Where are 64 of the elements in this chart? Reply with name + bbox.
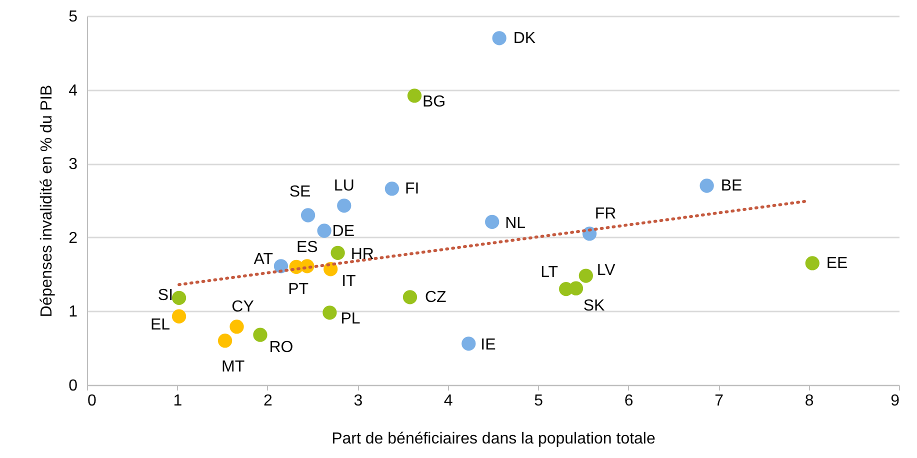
point bbox=[317, 224, 332, 238]
annotation: IT bbox=[342, 273, 356, 290]
point bbox=[568, 281, 584, 296]
annotation: PT bbox=[288, 280, 309, 298]
point bbox=[492, 31, 506, 46]
annotation: MT bbox=[221, 358, 245, 376]
point bbox=[218, 334, 232, 348]
annotation: DK bbox=[513, 30, 536, 48]
x-tick-label: 6 bbox=[624, 392, 634, 410]
y-tick-label: 1 bbox=[68, 304, 78, 321]
annotation: AT bbox=[254, 251, 274, 268]
y-axis-title: Dépenses invalidité en % du PIB bbox=[38, 84, 56, 318]
annotation: CZ bbox=[424, 289, 447, 306]
x-tick-label: 9 bbox=[890, 392, 900, 410]
annotation: NL bbox=[505, 214, 526, 232]
annotation: LV bbox=[596, 262, 616, 279]
point bbox=[700, 178, 714, 193]
y-tick-label: 5 bbox=[68, 8, 78, 26]
y-tick-label: 2 bbox=[68, 230, 78, 247]
point bbox=[384, 182, 400, 196]
annotation: EE bbox=[826, 255, 848, 272]
point bbox=[337, 198, 352, 213]
x-tick-label: 1 bbox=[173, 392, 182, 410]
annotation: SI bbox=[158, 286, 174, 304]
point bbox=[407, 88, 422, 103]
point bbox=[578, 268, 593, 283]
x-tick-label: 4 bbox=[444, 392, 453, 410]
point bbox=[330, 246, 345, 260]
point bbox=[300, 208, 316, 222]
annotation: FI bbox=[404, 180, 420, 198]
x-tick-label: 8 bbox=[804, 392, 814, 410]
annotation: FR bbox=[594, 206, 616, 223]
point bbox=[462, 336, 476, 351]
x-tick-label: 7 bbox=[714, 392, 724, 410]
point bbox=[253, 328, 268, 342]
annotation: RO bbox=[269, 338, 294, 356]
annotation: PL bbox=[340, 310, 360, 328]
y-tick-label: 3 bbox=[68, 156, 78, 174]
point bbox=[805, 256, 820, 270]
annotation: HR bbox=[350, 246, 374, 263]
annotation: EL bbox=[150, 316, 170, 334]
annotation: DE bbox=[332, 222, 355, 240]
annotation: ES bbox=[296, 239, 318, 256]
point bbox=[322, 306, 337, 320]
annotation: CY bbox=[232, 298, 254, 316]
annotation: SK bbox=[583, 297, 606, 314]
annotation: LT bbox=[540, 264, 558, 282]
annotation: BG bbox=[422, 94, 446, 111]
point bbox=[485, 214, 500, 229]
y-tick-label: 0 bbox=[68, 378, 78, 394]
annotation: BE bbox=[720, 178, 742, 195]
y-tick-label: 4 bbox=[68, 82, 78, 100]
point bbox=[172, 290, 186, 305]
x-tick-label: 2 bbox=[263, 392, 272, 410]
x-tick-label: 5 bbox=[534, 392, 544, 410]
x-axis-title: Part de bénéficiaires dans la population totale bbox=[332, 430, 656, 448]
annotation: SE bbox=[289, 183, 311, 200]
x-tick-label: 0 bbox=[88, 392, 96, 410]
annotation: LU bbox=[334, 178, 354, 195]
annotation: IE bbox=[480, 336, 496, 354]
point bbox=[402, 290, 418, 304]
point bbox=[172, 309, 186, 324]
point bbox=[230, 320, 244, 334]
x-tick-label: 3 bbox=[354, 392, 363, 410]
